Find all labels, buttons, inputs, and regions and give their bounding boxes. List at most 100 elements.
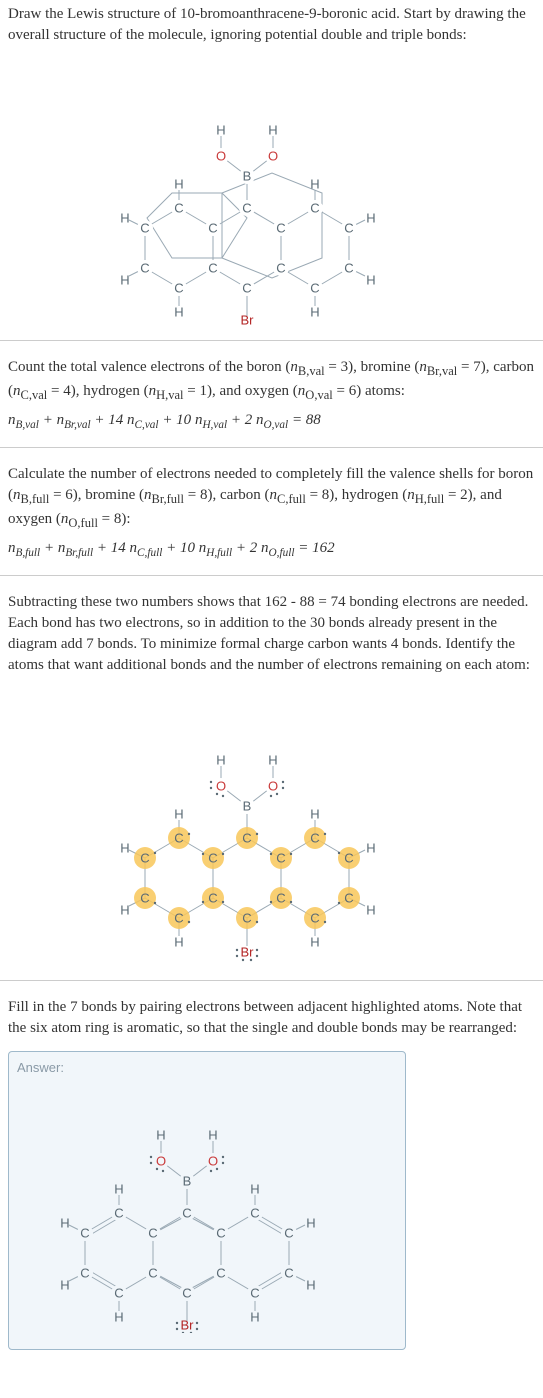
svg-text:B: B [183, 1174, 192, 1189]
separator [0, 980, 543, 981]
separator [0, 340, 543, 341]
svg-text:C: C [276, 891, 285, 906]
svg-text:H: H [60, 1216, 69, 1231]
svg-text:C: C [174, 281, 183, 296]
svg-text:C: C [310, 831, 319, 846]
svg-text:C: C [208, 221, 217, 236]
svg-text:Br: Br [181, 1318, 195, 1333]
svg-text:Br: Br [240, 313, 254, 328]
svg-text:H: H [174, 177, 183, 192]
svg-text:O: O [208, 1154, 218, 1169]
svg-text:O: O [267, 779, 277, 794]
svg-text:H: H [120, 273, 129, 288]
svg-text:C: C [216, 1266, 225, 1281]
separator [0, 447, 543, 448]
svg-text:B: B [242, 169, 251, 184]
svg-text:C: C [80, 1226, 89, 1241]
svg-text:H: H [310, 305, 319, 320]
svg-text:C: C [208, 891, 217, 906]
svg-text:C: C [208, 261, 217, 276]
svg-text:H: H [366, 273, 375, 288]
svg-text:H: H [366, 211, 375, 226]
svg-text:C: C [140, 891, 149, 906]
svg-text:C: C [310, 911, 319, 926]
svg-text:H: H [306, 1216, 315, 1231]
svg-text:O: O [267, 149, 277, 164]
svg-text:C: C [344, 891, 353, 906]
answer-box: Answer: [8, 1051, 406, 1350]
svg-text:C: C [276, 261, 285, 276]
answer-label: Answer: [17, 1060, 397, 1075]
structure-diagram-2: C C C C C C C C C C C C C C B O O H H H H H H H H H H… [117, 688, 427, 968]
svg-text:C: C [344, 221, 353, 236]
formula-valence: nB,val + nBr,val + 14 nC,val + 10 nH,val… [0, 408, 543, 435]
svg-text:C: C [242, 201, 251, 216]
svg-text:H: H [120, 211, 129, 226]
svg-text:C: C [276, 221, 285, 236]
svg-text:Br: Br [240, 945, 254, 960]
svg-text:C: C [242, 281, 251, 296]
svg-text:O: O [215, 779, 225, 794]
svg-text:C: C [242, 911, 251, 926]
step3-text: Calculate the number of electrons needed… [0, 460, 543, 536]
svg-text:H: H [120, 903, 129, 918]
svg-text:H: H [310, 177, 319, 192]
separator [0, 575, 543, 576]
svg-text:H: H [268, 753, 277, 768]
svg-text:H: H [60, 1278, 69, 1293]
svg-text:H: H [114, 1310, 123, 1325]
svg-text:H: H [174, 935, 183, 950]
svg-text:C: C [80, 1266, 89, 1281]
svg-text:C: C [148, 1266, 157, 1281]
svg-text:C: C [250, 1206, 259, 1221]
svg-text:C: C [216, 1226, 225, 1241]
svg-text:H: H [250, 1182, 259, 1197]
svg-text:H: H [216, 123, 225, 138]
structure-diagram-1: C C C C C C C C C C C C C C B O O H H H H H H H H H H… [117, 58, 427, 328]
svg-text:C: C [140, 261, 149, 276]
svg-text:C: C [114, 1286, 123, 1301]
svg-text:H: H [310, 807, 319, 822]
svg-text:C: C [114, 1206, 123, 1221]
svg-text:H: H [268, 123, 277, 138]
svg-text:C: C [344, 851, 353, 866]
svg-text:H: H [208, 1128, 217, 1143]
svg-text:C: C [140, 851, 149, 866]
svg-text:C: C [284, 1266, 293, 1281]
formula-full: nB,full + nBr,full + 14 nC,full + 10 nH,… [0, 536, 543, 563]
svg-text:C: C [182, 1206, 191, 1221]
step2-text: Count the total valence electrons of the… [0, 353, 543, 408]
svg-text:H: H [366, 903, 375, 918]
step4-text: Subtracting these two numbers shows that… [0, 588, 543, 680]
step5-text: Fill in the 7 bonds by pairing electrons… [0, 993, 543, 1043]
svg-text:C: C [310, 281, 319, 296]
svg-text:H: H [156, 1128, 165, 1143]
svg-text:C: C [140, 221, 149, 236]
svg-text:H: H [366, 841, 375, 856]
intro-text: Draw the Lewis structure of 10-bromoanth… [0, 0, 543, 50]
svg-text:C: C [174, 201, 183, 216]
svg-text:H: H [216, 753, 225, 768]
svg-text:H: H [174, 807, 183, 822]
svg-text:H: H [250, 1310, 259, 1325]
svg-text:C: C [148, 1226, 157, 1241]
svg-text:C: C [208, 851, 217, 866]
svg-text:H: H [310, 935, 319, 950]
svg-text:C: C [250, 1286, 259, 1301]
svg-text:C: C [242, 831, 251, 846]
svg-text:O: O [215, 149, 225, 164]
svg-text:H: H [120, 841, 129, 856]
svg-text:H: H [306, 1278, 315, 1293]
svg-text:B: B [242, 799, 251, 814]
svg-text:H: H [174, 305, 183, 320]
svg-text:C: C [174, 831, 183, 846]
svg-text:O: O [156, 1154, 166, 1169]
svg-text:C: C [310, 201, 319, 216]
svg-text:C: C [182, 1286, 191, 1301]
svg-text:H: H [114, 1182, 123, 1197]
structure-diagram-answer: C C C C C C C C C C C C C C B O O H H H H H H H H H H… [57, 1083, 357, 1333]
svg-text:C: C [284, 1226, 293, 1241]
svg-text:C: C [174, 911, 183, 926]
svg-text:C: C [344, 261, 353, 276]
svg-text:C: C [276, 851, 285, 866]
